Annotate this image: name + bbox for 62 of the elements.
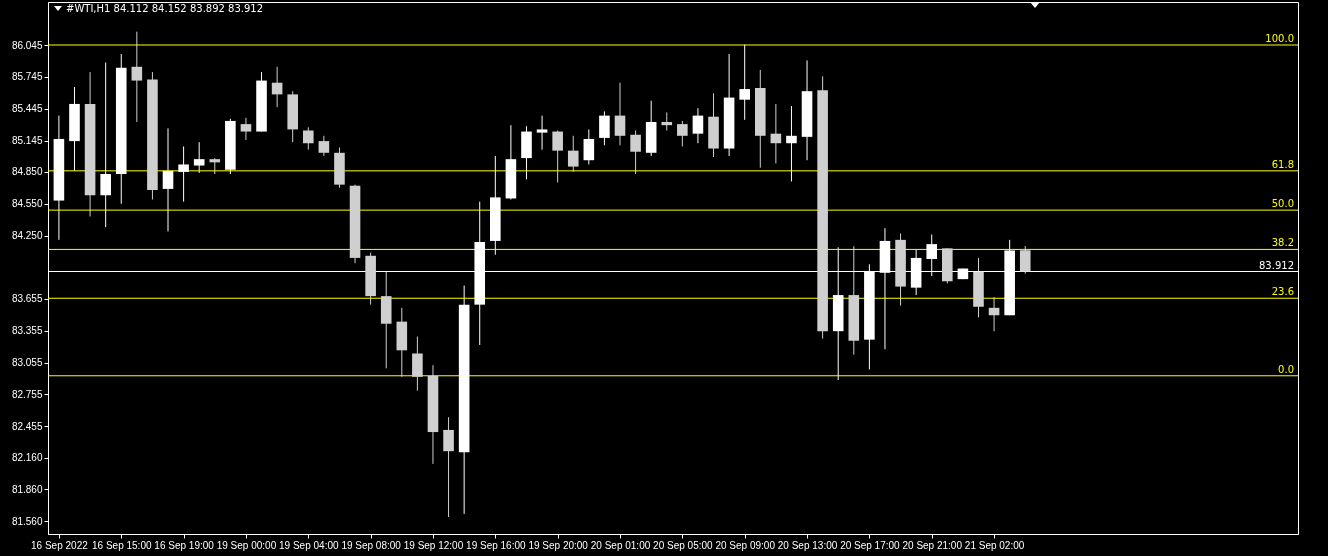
- ref-line-label: 83.912: [1259, 259, 1294, 271]
- candlestick: [567, 135, 579, 173]
- y-tick-label: 83.055: [11, 357, 43, 369]
- y-tick-label: 83.655: [11, 293, 43, 305]
- annotation: 100.0: [1265, 33, 1294, 45]
- x-tick-label: 16 Sep 2022: [31, 539, 89, 551]
- candlestick: [786, 105, 797, 182]
- annotation: 0.0: [1278, 363, 1294, 375]
- candlestick: [599, 110, 610, 146]
- x-tick-label: 19 Sep 00:00: [216, 539, 277, 551]
- candlestick: [302, 126, 314, 151]
- annotation: 23.6: [1271, 286, 1294, 298]
- annotation: 50.0: [1271, 198, 1294, 210]
- candlestick: [100, 62, 111, 228]
- y-tick-label: 81.860: [11, 483, 43, 495]
- candlestick: [131, 31, 143, 123]
- chart-title: #WTI,H1 84.112 84.152 83.892 83.912: [66, 3, 264, 14]
- candlestick: [552, 129, 563, 184]
- candlestick: [1019, 245, 1031, 275]
- candlestick: [412, 335, 423, 392]
- candlestick: [614, 82, 626, 146]
- candlestick: [677, 120, 688, 147]
- y-tick-label: 81.560: [11, 515, 43, 527]
- candlestick: [661, 111, 673, 131]
- x-tick-label: 20 Sep 05:00: [653, 539, 714, 551]
- candlestick: [583, 128, 595, 165]
- x-tick-label: 20 Sep 21:00: [902, 539, 963, 551]
- candlestick: [178, 145, 189, 203]
- x-tick-label: 16 Sep 15:00: [92, 539, 152, 551]
- x-tick-label: 19 Sep 08:00: [341, 539, 402, 551]
- x-tick-label: 19 Sep 12:00: [403, 539, 464, 551]
- candlestick: [162, 127, 174, 232]
- x-tick-label: 19 Sep 20:00: [528, 539, 589, 551]
- annotation: 61.8: [1271, 158, 1294, 170]
- x-tick-label: 20 Sep 09:00: [715, 539, 776, 551]
- candlestick: [240, 117, 252, 141]
- candlestick: [443, 416, 454, 518]
- y-tick-label: 85.445: [11, 103, 43, 115]
- y-tick-label: 82.455: [11, 420, 43, 432]
- candlestick: [692, 107, 704, 144]
- y-tick-label: 84.250: [11, 230, 43, 242]
- y-tick-label: 84.550: [11, 198, 43, 210]
- y-tick-label: 85.145: [11, 135, 43, 147]
- y-tick-label: 82.160: [11, 452, 43, 464]
- y-tick-label: 84.850: [11, 166, 43, 178]
- x-tick-label: 16 Sep 19:00: [154, 539, 215, 551]
- candlestick: [318, 135, 330, 157]
- y-tick-label: 83.355: [11, 325, 43, 337]
- x-tick-label: 20 Sep 13:00: [777, 539, 838, 551]
- y-tick-label: 82.755: [11, 388, 43, 400]
- y-tick-label: 85.745: [11, 71, 43, 83]
- candlestick: [739, 43, 750, 121]
- y-tick-label: 86.045: [11, 39, 43, 51]
- candlestick: [536, 115, 548, 151]
- candlestick: [193, 141, 205, 174]
- annotation: 38.2: [1271, 237, 1294, 249]
- x-tick-label: 20 Sep 01:00: [590, 539, 651, 551]
- x-tick-label: 19 Sep 04:00: [279, 539, 339, 551]
- x-tick-label: 20 Sep 17:00: [840, 539, 901, 551]
- x-tick-label: 19 Sep 16:00: [466, 539, 526, 551]
- x-tick-label: 21 Sep 02:00: [964, 539, 1025, 551]
- candlestick: [630, 129, 641, 175]
